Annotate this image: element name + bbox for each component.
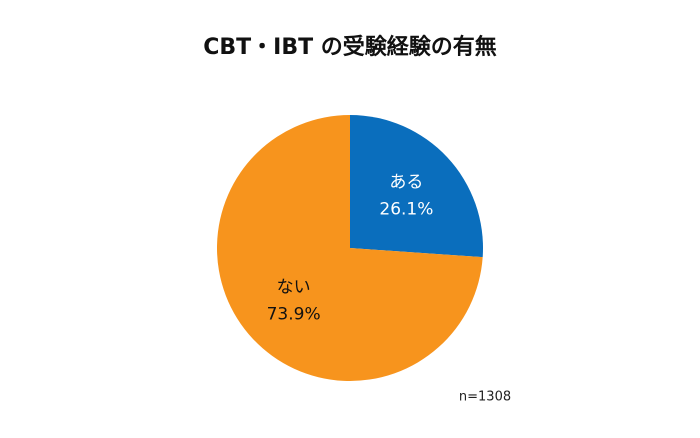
slice-value: 26.1% — [379, 199, 433, 219]
slice-value: 73.9% — [267, 305, 321, 325]
slice-name: ある — [389, 172, 423, 192]
pie-slice — [217, 115, 483, 381]
slice-name: ない — [277, 278, 311, 298]
pie-slice — [350, 115, 483, 258]
chart-title: CBT・IBT の受験経験の有無 — [203, 34, 497, 60]
sample-note: n=1308 — [459, 390, 511, 405]
